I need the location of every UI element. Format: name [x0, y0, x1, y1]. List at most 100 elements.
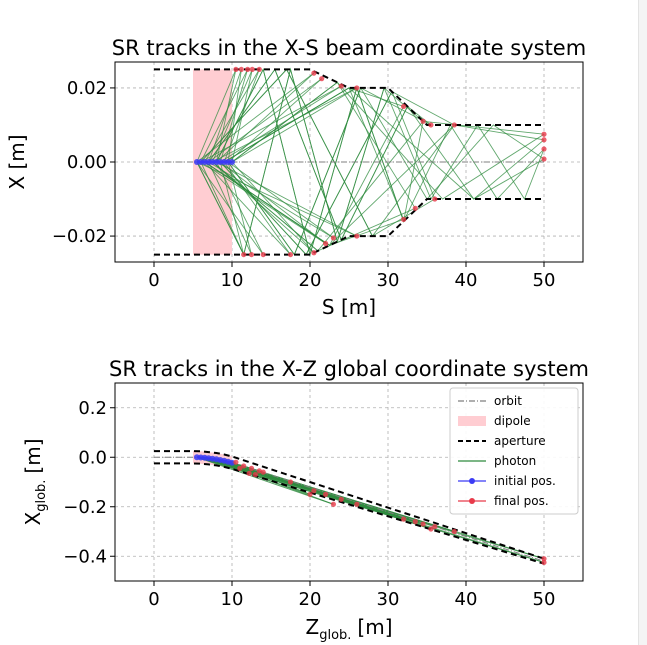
scrollbar-track[interactable]	[638, 0, 647, 645]
final-point	[354, 85, 360, 91]
final-point	[541, 156, 547, 162]
photon-track	[204, 161, 404, 246]
y-axis-label: Xglob.[m]	[21, 439, 49, 526]
photon-track	[200, 69, 249, 163]
final-point	[311, 70, 317, 76]
photon-track	[208, 161, 334, 239]
x-tick-label: 30	[377, 589, 400, 610]
photon-track	[223, 161, 291, 255]
photon-track	[204, 161, 291, 255]
final-point	[241, 463, 247, 469]
final-point	[401, 516, 407, 522]
photon-track	[200, 161, 245, 255]
chart-title: SR tracks in the X-Z global coordinate s…	[109, 357, 589, 381]
final-point	[541, 131, 547, 137]
final-point	[241, 251, 247, 258]
x-tick-label: 20	[299, 270, 322, 291]
final-point	[412, 519, 418, 525]
final-point	[412, 205, 418, 211]
x-axis-label: S [m]	[322, 295, 376, 319]
final-point	[541, 137, 547, 143]
initial-point	[229, 159, 235, 165]
legend-label: orbit	[494, 394, 522, 408]
photon-track	[227, 78, 322, 163]
final-point	[256, 66, 262, 73]
final-point	[420, 521, 426, 527]
final-point	[541, 146, 547, 152]
photon-track	[227, 161, 334, 239]
final-point	[252, 471, 258, 478]
photon-track	[216, 161, 358, 237]
x-tick-label: 40	[455, 589, 478, 610]
final-point	[401, 103, 407, 110]
final-point	[330, 235, 336, 241]
final-point	[311, 250, 317, 256]
y-tick-label: −0.4	[63, 546, 107, 567]
legend: orbit dipole aperture photon initial pos. fin…	[449, 387, 579, 515]
photon-track	[196, 72, 315, 163]
photon-track	[208, 161, 252, 255]
final-point	[432, 523, 438, 530]
chart-title: SR tracks in the X-S beam coordinate sys…	[112, 36, 586, 60]
photon-track	[231, 161, 315, 254]
final-point	[311, 488, 317, 494]
photon-track	[231, 87, 358, 163]
final-point	[338, 83, 344, 89]
final-point	[451, 528, 457, 535]
final-point	[249, 66, 255, 73]
x-tick-label: 50	[533, 589, 556, 610]
final-point	[420, 118, 426, 124]
final-point	[428, 122, 434, 128]
x-tick-label: 30	[377, 270, 400, 291]
photon-track	[208, 457, 334, 505]
x-tick-label: 40	[455, 270, 478, 291]
final-point	[323, 240, 329, 247]
photon-track	[204, 69, 260, 163]
photon-track	[212, 161, 315, 254]
photon-track	[219, 161, 245, 255]
x-tick-label: 0	[148, 589, 159, 610]
y-tick-label: −0.02	[52, 226, 107, 247]
final-point	[401, 216, 407, 223]
final-point	[248, 465, 255, 471]
final-point	[248, 251, 255, 258]
y-axis-label-sub: glob.	[34, 480, 49, 512]
final-point	[319, 76, 325, 82]
plot-body	[154, 66, 547, 258]
y-axis-label-unit: [m]	[21, 439, 45, 474]
final-point	[451, 122, 457, 128]
final-point	[260, 469, 266, 475]
y-tick-label: 0.2	[78, 398, 107, 419]
final-point	[354, 501, 360, 507]
legend-swatch-patch	[458, 416, 486, 426]
legend-swatch-marker	[469, 498, 475, 504]
photon-track	[208, 68, 545, 241]
final-point	[287, 479, 294, 485]
y-tick-label: 0.00	[67, 152, 107, 173]
aperture-upper	[154, 450, 545, 560]
final-point	[432, 196, 438, 202]
aperture-lower	[154, 198, 544, 256]
final-point	[330, 501, 336, 507]
aperture-upper	[154, 68, 544, 126]
photon-track	[215, 68, 545, 257]
final-point	[237, 465, 243, 471]
final-point	[246, 470, 252, 476]
photon-track	[216, 72, 315, 163]
final-point	[541, 559, 547, 566]
photon-track	[227, 86, 545, 256]
final-point	[541, 556, 547, 562]
x-tick-label: 50	[533, 270, 556, 291]
final-point	[307, 491, 313, 497]
final-point	[338, 496, 344, 502]
photon-track	[220, 85, 342, 163]
legend-swatch-marker	[469, 478, 475, 484]
final-point	[323, 491, 329, 497]
photon-track	[208, 78, 322, 163]
x-axis-label-sub: glob.	[319, 628, 351, 643]
final-point	[238, 66, 244, 73]
initial-point	[229, 459, 235, 466]
photon-track	[223, 87, 405, 220]
